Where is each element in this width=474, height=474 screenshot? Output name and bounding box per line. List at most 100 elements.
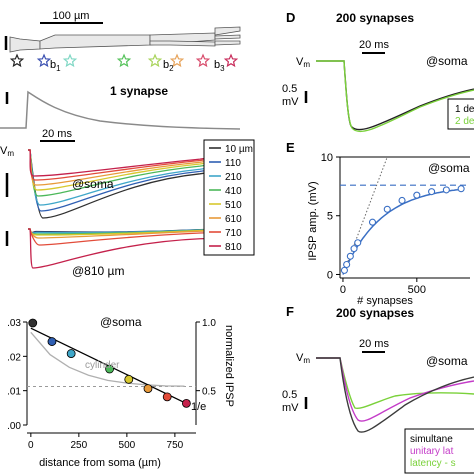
trace-label-soma: @soma bbox=[426, 54, 468, 68]
synapse-star-icon bbox=[62, 53, 78, 68]
y-tick-label: .01 bbox=[7, 387, 21, 398]
data-point bbox=[413, 191, 421, 199]
y-axis-label-e: IPSP amp. (mV) bbox=[307, 181, 319, 260]
data-point bbox=[398, 196, 406, 205]
dendrite-tip bbox=[214, 34, 241, 40]
y-tick-label-right: 0.5 bbox=[202, 387, 216, 398]
legend-f-item-3: latency - s bbox=[410, 458, 456, 469]
branch-label-b1: b1 bbox=[50, 59, 61, 73]
dendrite-branch bbox=[149, 40, 216, 47]
panel-label-e: E bbox=[286, 140, 295, 155]
synapse-star-icon bbox=[195, 53, 211, 68]
synapse-star-icon bbox=[116, 53, 132, 68]
panel-f: F 200 synapses 20 ms Vm @soma 0.5 mV sim… bbox=[282, 304, 474, 474]
neuron-morphology: 100 µm b1 b2 b3 bbox=[4, 10, 241, 73]
chart-ipsp-vs-synapses: 0 5 10 0 500 bbox=[321, 152, 470, 296]
legend-label: 10 µm bbox=[225, 144, 253, 155]
panel-ipsp-traces: Vm @soma @810 µm 10 µm 110 210 410 510 610 710… bbox=[0, 139, 255, 278]
legend-d bbox=[447, 98, 474, 130]
panel-e: E 0 5 10 0 500 @soma IPSP amp. (mV) # synaps… bbox=[286, 140, 470, 307]
data-point bbox=[343, 260, 351, 269]
panel-label-d: D bbox=[286, 10, 295, 25]
soma-shape bbox=[9, 36, 41, 53]
legend-d-item-2: 2 de bbox=[455, 116, 474, 127]
legend-label: 410 bbox=[225, 186, 242, 197]
vm-label: Vm bbox=[0, 145, 14, 158]
x-tick-label: 500 bbox=[408, 284, 426, 296]
current-trace bbox=[0, 90, 241, 130]
synapse-star-icon bbox=[36, 53, 52, 68]
x-tick-label: 250 bbox=[71, 440, 88, 451]
dendrite-tip bbox=[214, 40, 241, 46]
synapse-star-icon bbox=[147, 53, 163, 68]
data-point bbox=[383, 205, 391, 213]
vm-label: Vm bbox=[296, 352, 310, 365]
legend-label: 610 bbox=[225, 214, 242, 225]
panel-1-synapse: 1 synapse 20 ms bbox=[0, 84, 241, 142]
y-axis-label-right: normalized IPSP bbox=[223, 325, 235, 407]
scale-value: 0.5 bbox=[282, 389, 297, 401]
inv-e-label: 1/e bbox=[191, 401, 206, 413]
data-point bbox=[457, 185, 465, 193]
trace-latency bbox=[316, 357, 474, 410]
scale-value: 0.5 bbox=[282, 83, 297, 95]
synapse-star-icon bbox=[223, 53, 239, 68]
panel-title-f: 200 synapses bbox=[336, 306, 414, 320]
x-tick-label: 750 bbox=[167, 440, 184, 451]
vm-label: Vm bbox=[296, 56, 310, 69]
cylinder-curve bbox=[30, 331, 185, 387]
legend-label: 510 bbox=[225, 200, 242, 211]
panel-d: D 200 synapses 20 ms Vm @soma 0.5 mV 1 d… bbox=[282, 10, 474, 133]
panel-amp-vs-distance: .00 .01 .02 .03 0.5 1.0 0 250 500 750 @soma cylin… bbox=[7, 315, 235, 469]
trace-label-soma: @soma bbox=[426, 354, 468, 368]
trace-simultaneous bbox=[316, 357, 474, 433]
legend-f-item-1: simultane bbox=[410, 434, 453, 445]
data-point bbox=[181, 398, 191, 408]
data-point bbox=[354, 239, 362, 247]
data-point bbox=[428, 188, 436, 196]
data-point bbox=[47, 337, 57, 346]
data-point bbox=[368, 218, 377, 226]
scale-bar-100um-label: 100 µm bbox=[53, 10, 90, 22]
x-axis-label-e: # synapses bbox=[357, 295, 413, 307]
panel-title-d: 200 synapses bbox=[336, 11, 414, 25]
chart-title-e: @soma bbox=[428, 161, 470, 175]
data-point bbox=[28, 318, 38, 328]
data-point bbox=[162, 392, 172, 402]
scale-unit: mV bbox=[282, 96, 299, 108]
synapse-stars bbox=[9, 53, 239, 68]
trace-label-soma: @soma bbox=[72, 177, 114, 191]
y-tick-label: 5 bbox=[327, 211, 333, 223]
chart-amp-vs-distance: .00 .01 .02 .03 0.5 1.0 0 250 500 750 bbox=[7, 318, 216, 451]
x-tick-label: 0 bbox=[340, 284, 346, 296]
branch-label-b3: b3 bbox=[214, 59, 225, 73]
data-point bbox=[350, 245, 358, 253]
trace-2-dendrites bbox=[316, 60, 474, 133]
x-axis-label: distance from soma (µm) bbox=[39, 457, 161, 469]
chart-title-soma: @soma bbox=[100, 315, 142, 329]
data-point bbox=[143, 384, 153, 394]
panel-title-1-synapse: 1 synapse bbox=[110, 84, 168, 98]
legend-label: 110 bbox=[225, 158, 241, 169]
data-point bbox=[124, 374, 134, 384]
synapse-star-icon bbox=[169, 53, 185, 68]
scale-unit: mV bbox=[282, 402, 299, 414]
legend-label: 710 bbox=[225, 228, 242, 239]
y-tick-label: .00 bbox=[7, 421, 21, 432]
data-point bbox=[340, 266, 348, 274]
y-tick-label: .02 bbox=[7, 352, 21, 363]
x-tick-label: 500 bbox=[119, 440, 136, 451]
legend-label: 210 bbox=[225, 172, 242, 183]
panel-label-f: F bbox=[286, 304, 294, 319]
legend-f bbox=[404, 428, 474, 474]
data-point bbox=[442, 186, 450, 194]
legend-distances-items: 10 µm 110 210 410 510 610 710 810 bbox=[209, 144, 253, 253]
cylinder-label: cylinder bbox=[85, 360, 120, 371]
dendrite-trunk bbox=[39, 34, 151, 50]
y-tick-label-right: 1.0 bbox=[202, 318, 216, 329]
legend-distances bbox=[203, 139, 255, 256]
y-tick-label: 0 bbox=[327, 269, 333, 281]
ipsp-traces-810um bbox=[28, 227, 241, 269]
data-point bbox=[105, 364, 114, 374]
